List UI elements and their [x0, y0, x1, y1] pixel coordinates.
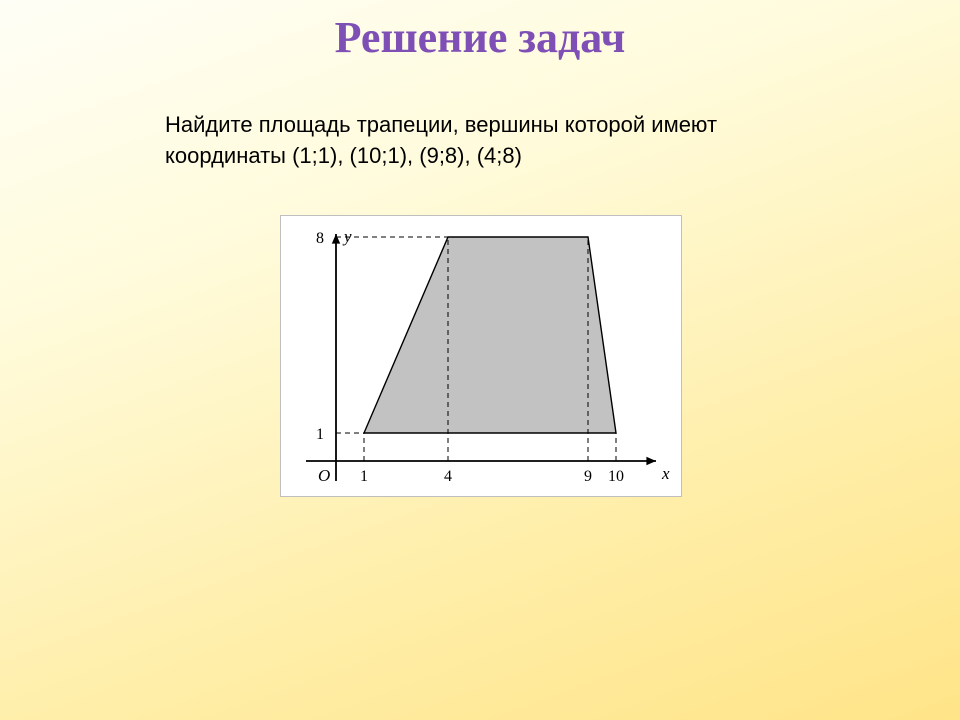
y-axis-label: y: [342, 227, 352, 246]
x-tick-label: 1: [360, 468, 368, 485]
origin-label: O: [318, 466, 330, 485]
y-tick-label: 8: [316, 230, 324, 247]
x-tick-label: 10: [608, 468, 624, 485]
x-tick-label: 9: [584, 468, 592, 485]
x-axis-label: x: [661, 464, 670, 483]
coordinate-chart: 1 4 9 10 1 8 x y O: [281, 216, 681, 496]
y-axis-arrow: [332, 234, 340, 244]
slide: Решение задач Найдите площадь трапеции, …: [0, 0, 960, 720]
x-axis-arrow: [646, 457, 656, 465]
slide-title: Решение задач: [0, 12, 960, 63]
problem-statement: Найдите площадь трапеции, вершины которо…: [165, 110, 825, 172]
trapezoid-figure: 1 4 9 10 1 8 x y O: [280, 215, 682, 497]
x-tick-label: 4: [444, 468, 452, 485]
trapezoid-shape: [364, 237, 616, 433]
y-tick-label: 1: [316, 426, 324, 443]
